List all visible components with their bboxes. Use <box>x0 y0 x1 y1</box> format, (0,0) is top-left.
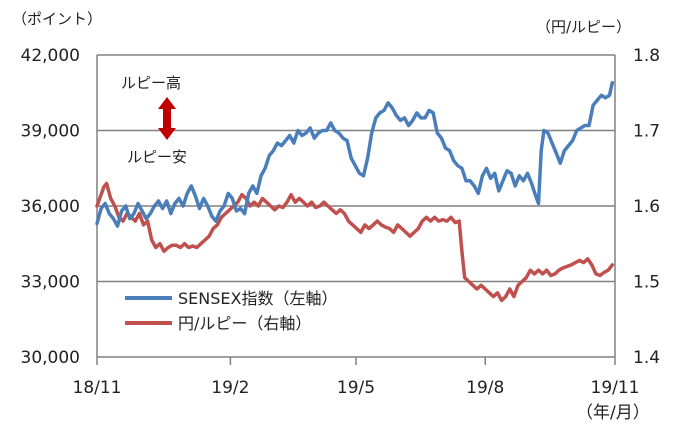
left-axis-ticks: 42,000 39,000 36,000 33,000 30,000 <box>21 46 80 368</box>
right-axis-unit: （円/ルピー） <box>536 18 631 36</box>
arrow-body-shape <box>163 108 171 128</box>
right-tick-label: 1.5 <box>633 273 660 293</box>
left-tick-label: 42,000 <box>21 46 80 66</box>
x-tick-label: 18/11 <box>73 378 122 398</box>
left-tick-label: 30,000 <box>21 348 80 368</box>
series-line-sensex <box>95 80 615 228</box>
right-axis-ticks: 1.8 1.7 1.6 1.5 1.4 <box>633 46 660 368</box>
series-layer <box>95 80 615 303</box>
double-arrow-icon <box>158 97 176 140</box>
x-tick-label: 19/2 <box>211 378 249 398</box>
legend-label-sensex: SENSEX指数（左軸） <box>178 289 337 308</box>
x-tick-label: 19/11 <box>591 378 640 398</box>
legend-label-jpy-inr: 円/ルピー（右軸） <box>178 314 311 333</box>
x-axis-ticks: 18/11 19/2 19/5 19/8 19/11 <box>73 357 640 398</box>
x-axis-unit: （年/月） <box>576 403 650 423</box>
right-tick-label: 1.8 <box>633 46 660 66</box>
left-axis-unit: （ポイント） <box>12 10 102 28</box>
x-tick-label: 19/5 <box>337 378 375 398</box>
legend: SENSEX指数（左軸） 円/ルピー（右軸） <box>125 289 337 333</box>
arrow-up-shape <box>158 97 176 109</box>
left-tick-label: 36,000 <box>21 197 80 217</box>
series-line-jpy-inr <box>95 181 615 303</box>
arrow-down-shape <box>158 128 176 140</box>
annotation-down: ルピー安 <box>127 148 187 166</box>
x-tick-label: 19/8 <box>466 378 504 398</box>
left-tick-label: 39,000 <box>21 122 80 142</box>
right-tick-label: 1.7 <box>633 122 660 142</box>
right-tick-label: 1.6 <box>633 197 660 217</box>
right-tick-label: 1.4 <box>633 348 660 368</box>
left-tick-label: 33,000 <box>21 273 80 293</box>
annotation-up: ルピー高 <box>121 74 181 92</box>
